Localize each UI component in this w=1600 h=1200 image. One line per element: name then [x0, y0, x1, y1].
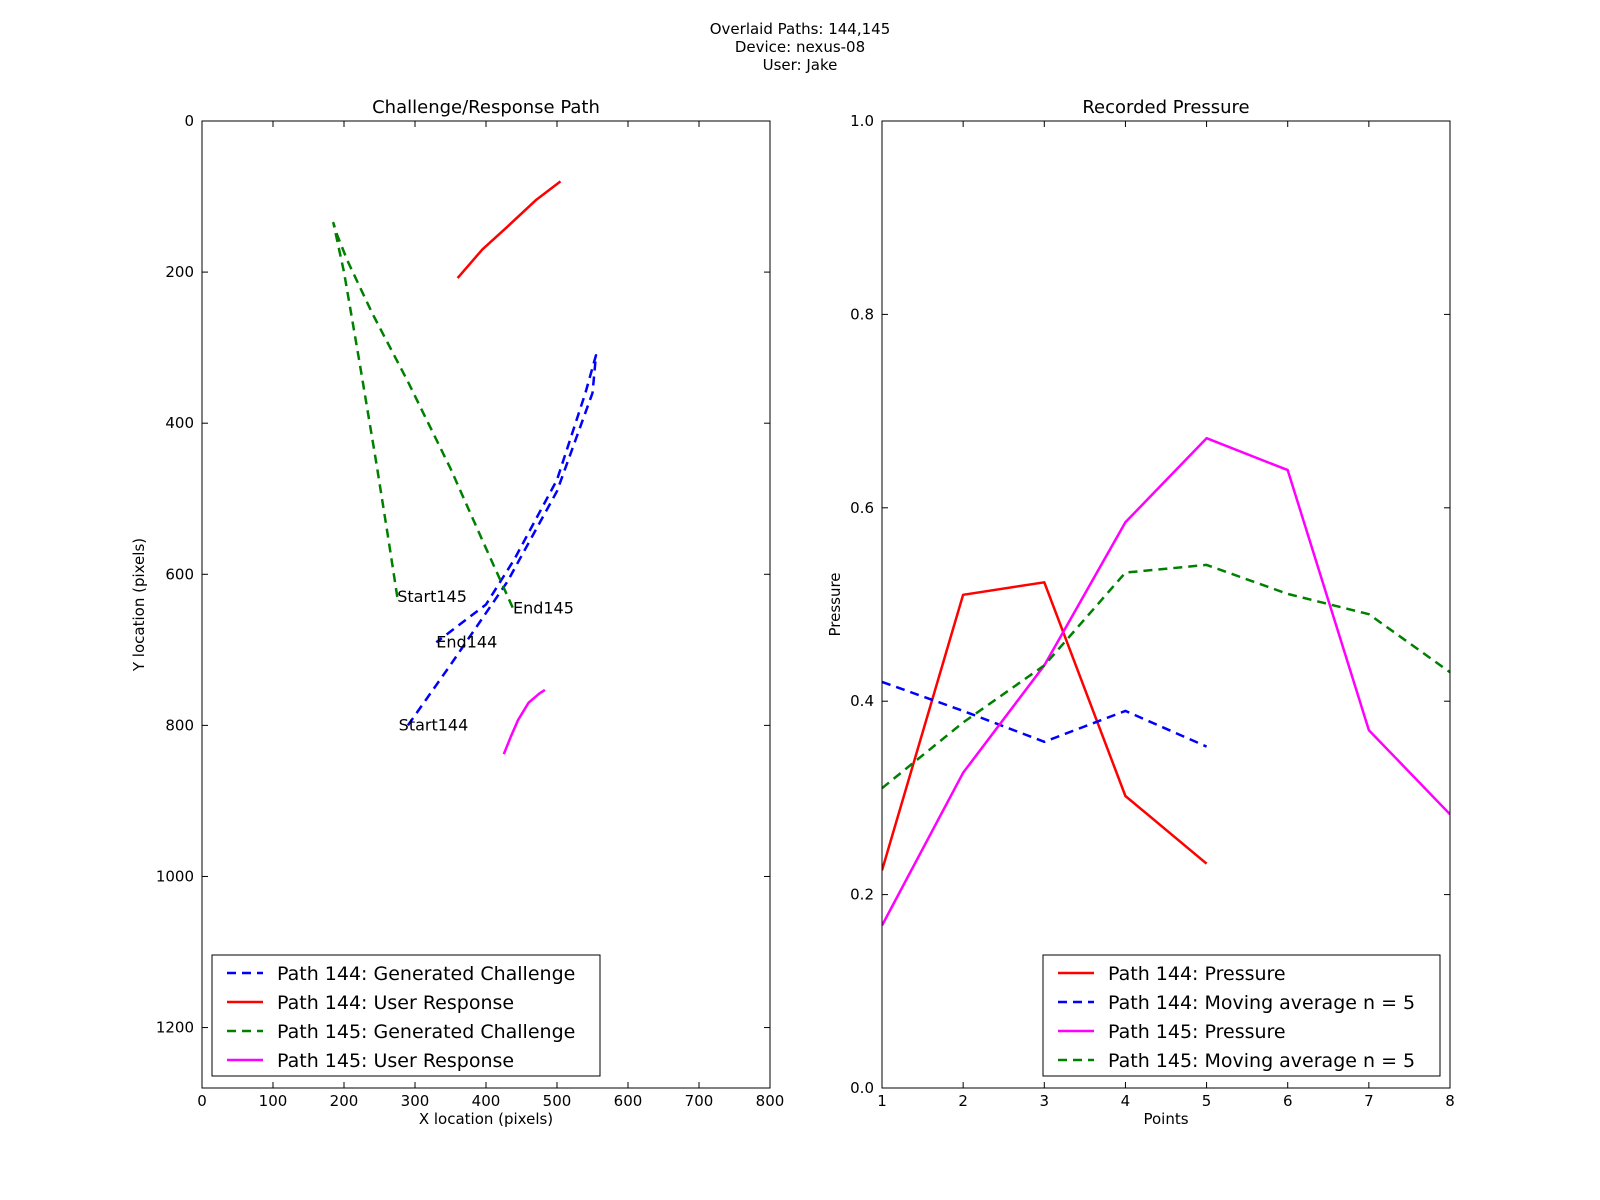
- series-line-2: [456, 180, 562, 279]
- annotation-label: Start145: [397, 587, 467, 606]
- legend: Path 144: Generated Challenge Path 144: U…: [211, 954, 601, 1077]
- figure-title-line-1: Overlaid Paths: 144,145: [709, 20, 891, 38]
- x-tick-label: 1: [877, 1092, 887, 1110]
- x-tick-label: 500: [543, 1092, 572, 1110]
- figure-title-line-3: User: Jake: [762, 56, 838, 74]
- chart-1: Challenge/Response Path Start145 End145 End…: [130, 97, 784, 1128]
- x-tick-label: 700: [685, 1092, 714, 1110]
- legend-entry-label: Path 145: User Response: [277, 1050, 514, 1072]
- x-tick-label: 3: [1040, 1092, 1050, 1110]
- x-tick-label: 5: [1202, 1092, 1212, 1110]
- series-line-4: [882, 563, 1450, 790]
- legend-entry-label: Path 145: Pressure: [1108, 1021, 1286, 1043]
- x-tick-label: 0: [197, 1092, 207, 1110]
- legend-frame: [211, 954, 601, 1077]
- x-tick-label: 300: [401, 1092, 430, 1110]
- series-line-1: [882, 581, 1208, 871]
- series-line-3: [332, 221, 515, 609]
- y-tick-label: 0: [184, 112, 194, 130]
- x-tick-label: 6: [1283, 1092, 1293, 1110]
- x-tick-label: 8: [1445, 1092, 1455, 1110]
- series-line-3: [882, 436, 1450, 927]
- series-line-1: [406, 353, 598, 727]
- chart-title: Recorded Pressure: [1082, 97, 1249, 118]
- x-tick-label: 600: [614, 1092, 643, 1110]
- y-tick-label: 1200: [156, 1019, 194, 1037]
- legend-entry-label: Path 144: User Response: [277, 992, 514, 1014]
- x-tick-label: 200: [330, 1092, 359, 1110]
- x-tick-label: 400: [472, 1092, 501, 1110]
- y-tick-label: 0.8: [850, 305, 874, 323]
- legend-entry-label: Path 145: Moving average n = 5: [1108, 1050, 1415, 1072]
- legend-entry-label: Path 144: Moving average n = 5: [1108, 992, 1415, 1014]
- legend-entry-label: Path 144: Pressure: [1108, 963, 1286, 985]
- y-tick-label: 200: [165, 263, 194, 281]
- y-tick-label: 1000: [156, 867, 194, 885]
- y-tick-label: 1.0: [850, 112, 874, 130]
- y-tick-label: 0.4: [850, 692, 874, 710]
- figure-title: Overlaid Paths: 144,145 Device: nexus-08…: [0, 20, 1600, 74]
- x-tick-label: 2: [958, 1092, 968, 1110]
- y-tick-label: 800: [165, 716, 194, 734]
- x-tick-label: 7: [1364, 1092, 1374, 1110]
- figure-title-line-2: Device: nexus-08: [734, 38, 866, 56]
- x-axis-label: Points: [1143, 1110, 1188, 1128]
- plot-frame: [881, 120, 1451, 1089]
- legend-frame: [1042, 954, 1441, 1077]
- y-tick-label: 400: [165, 414, 194, 432]
- chart-title: Challenge/Response Path: [372, 97, 600, 118]
- annotation-label: End145: [513, 598, 574, 617]
- x-tick-label: 4: [1121, 1092, 1131, 1110]
- chart-2: Recorded Pressure 1 2 3 4 5 6 7 8 0.0 0.2 0.4 0.6 0.8…: [826, 97, 1455, 1128]
- legend-entry-label: Path 144: Generated Challenge: [277, 963, 575, 985]
- legend-entry-label: Path 145: Generated Challenge: [277, 1021, 575, 1043]
- series-line-4: [502, 688, 546, 755]
- series-line-2: [882, 680, 1208, 748]
- annotation-label: Start144: [399, 715, 469, 734]
- y-axis-label: Y location (pixels): [130, 538, 148, 672]
- x-axis-label: X location (pixels): [419, 1110, 553, 1128]
- y-axis-label: Pressure: [826, 572, 844, 636]
- legend: Path 144: Pressure Path 144: Moving avera…: [1042, 954, 1441, 1077]
- y-tick-label: 0.0: [850, 1079, 874, 1097]
- y-tick-label: 600: [165, 565, 194, 583]
- annotation-label: End144: [436, 632, 497, 651]
- y-tick-label: 0.2: [850, 886, 874, 904]
- y-tick-label: 0.6: [850, 499, 874, 517]
- x-tick-label: 100: [259, 1092, 288, 1110]
- x-tick-label: 800: [756, 1092, 785, 1110]
